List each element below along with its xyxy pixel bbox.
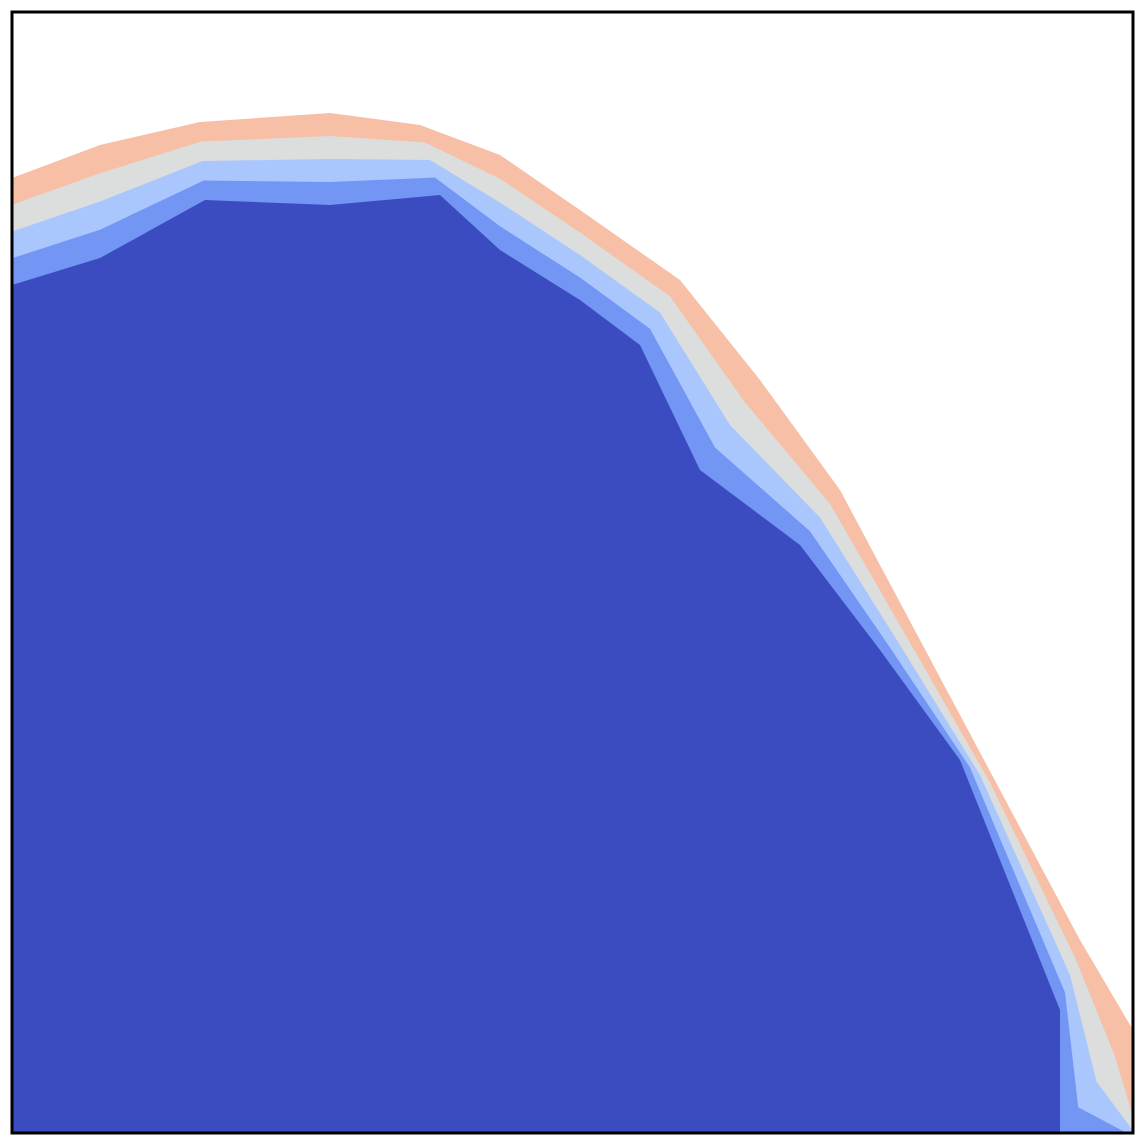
contour-bands xyxy=(12,113,1133,1133)
frame xyxy=(10,10,1135,1135)
contour-band xyxy=(12,195,1060,1133)
